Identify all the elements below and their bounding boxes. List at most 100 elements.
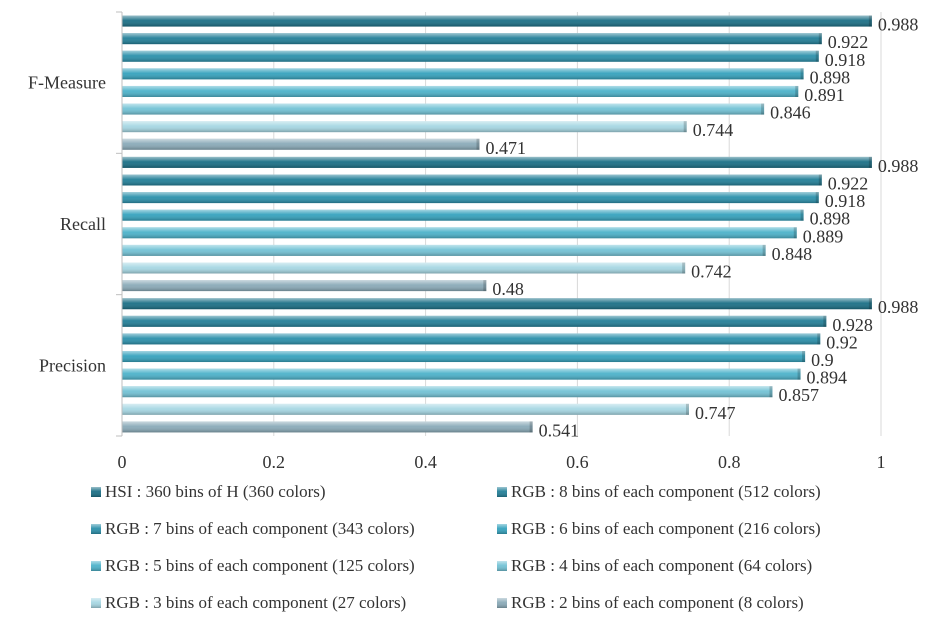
bar-end-cap [802,351,806,363]
data-label: 0.898 [810,67,851,87]
data-label: 0.891 [804,85,845,105]
bar-shading [122,174,822,186]
bar-end-cap [868,15,872,27]
x-tick-label: 0.2 [263,452,286,472]
legend-entry: RGB : 6 bins of each component (216 colo… [511,519,821,538]
x-tick-label: 1 [877,452,886,472]
bar-shading [122,351,806,363]
legend-swatch-shading [497,561,507,571]
bar-shading [122,227,797,239]
legend-swatch-shading [91,487,101,497]
bar-end-cap [529,421,533,433]
bar-shading [122,15,872,27]
bar-shading [122,368,801,380]
bar-shading [122,50,819,62]
bar-end-cap [682,262,686,274]
data-label: 0.747 [695,403,736,423]
bar-shading [122,403,689,415]
legend-entry: HSI : 360 bins of H (360 colors) [105,482,326,501]
data-label: 0.846 [770,103,811,123]
bar-shading [122,298,872,310]
bar-end-cap [762,244,766,256]
data-label: 0.889 [803,226,844,246]
bar-shading [122,209,804,221]
data-label: 0.988 [878,156,919,176]
data-label: 0.894 [807,368,848,388]
data-label: 0.928 [832,315,873,335]
bar-shading [122,262,686,274]
data-label: 0.541 [539,420,580,440]
bar-end-cap [683,121,687,133]
bar-end-cap [800,209,804,221]
legend-entry: RGB : 2 bins of each component (8 colors… [511,593,804,612]
bar-shading [122,33,822,45]
data-label: 0.848 [772,244,813,264]
x-tick-label: 0 [118,452,127,472]
bar-end-cap [868,156,872,168]
legend-swatch-shading [497,487,507,497]
x-tick-label: 0.6 [566,452,589,472]
data-label: 0.471 [485,138,526,158]
bars [122,15,872,433]
data-label: 0.744 [693,120,734,140]
bar-shading [122,138,480,150]
bar-end-cap [476,138,480,150]
bar-end-cap [797,368,801,380]
data-label: 0.898 [810,209,851,229]
bar-end-cap [815,192,819,204]
legend-swatch-shading [497,598,507,608]
legend-entry: RGB : 5 bins of each component (125 colo… [105,556,415,575]
data-label: 0.922 [828,32,869,52]
bar-shading [122,121,687,133]
legend-entry: RGB : 3 bins of each component (27 color… [105,593,406,612]
bar-shading [122,192,819,204]
bar-shading [122,103,765,115]
data-label: 0.988 [878,15,919,35]
bar-end-cap [483,280,487,292]
legend-entry: RGB : 4 bins of each component (64 color… [511,556,812,575]
category-label: F-Measure [28,73,106,93]
data-label: 0.988 [878,297,919,317]
bar-shading [122,333,821,345]
bar-shading [122,421,533,433]
bar-end-cap [685,403,689,415]
data-label: 0.918 [825,191,866,211]
data-label: 0.918 [825,50,866,70]
legend: HSI : 360 bins of H (360 colors) RGB : 8 … [91,482,821,612]
data-labels: 0.9880.9220.9180.8980.8910.8460.7440.471… [485,15,918,441]
legend-swatch-shading [497,524,507,534]
bar-end-cap [818,33,822,45]
bar-shading [122,386,773,398]
bar-end-cap [868,298,872,310]
axes: 0 0.2 0.4 0.6 0.8 1 F-Measure Recall Precision [28,11,886,472]
bar-end-cap [795,85,799,97]
bar-end-cap [823,315,827,327]
bar-shading [122,85,799,97]
bar-end-cap [818,174,822,186]
bar-shading [122,156,872,168]
bar-shading [122,68,804,80]
x-tick-label: 0.8 [718,452,741,472]
bar-shading [122,280,487,292]
legend-entry: RGB : 8 bins of each component (512 colo… [511,482,821,501]
legend-swatch-shading [91,524,101,534]
bar-end-cap [793,227,797,239]
category-label: Recall [60,214,106,234]
data-label: 0.742 [691,262,732,282]
bar-end-cap [769,386,773,398]
data-label: 0.9 [811,350,834,370]
data-label: 0.92 [826,332,858,352]
data-label: 0.922 [828,174,869,194]
bar-shading [122,315,827,327]
legend-swatch-shading [91,561,101,571]
bar-end-cap [817,333,821,345]
data-label: 0.857 [778,385,819,405]
bar-end-cap [800,68,804,80]
category-label: Precision [39,355,106,375]
bar-shading [122,244,766,256]
legend-entry: RGB : 7 bins of each component (343 colo… [105,519,415,538]
bar-end-cap [815,50,819,62]
x-tick-label: 0.4 [414,452,437,472]
